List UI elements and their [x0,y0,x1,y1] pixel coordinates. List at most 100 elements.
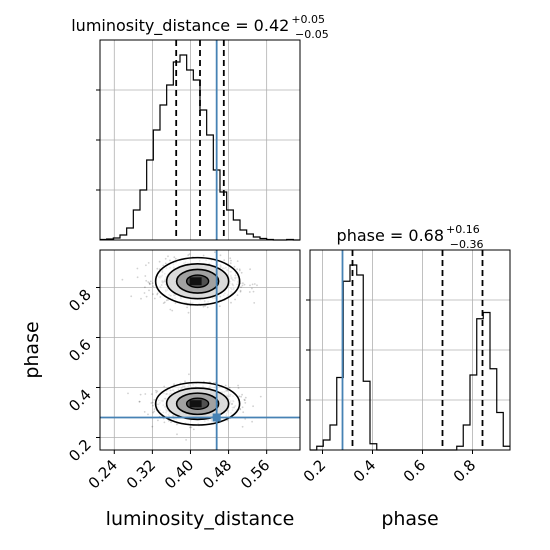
scatter-point [237,384,240,387]
contour-0-3 [185,397,210,411]
scatter-point [236,294,239,296]
scatter-point [145,279,148,282]
scatter-point [188,253,191,256]
scatter-point [202,254,205,257]
scatter-point [138,400,141,403]
scatter-point [233,265,236,268]
contour-0-2 [175,392,220,416]
scatter-point [188,373,190,376]
scatter-point [219,254,222,257]
scatter-point [241,406,244,409]
scatter-point [144,393,147,395]
scatter-point [156,267,159,270]
scatter-point [187,254,190,256]
scatter-point [251,283,254,286]
scatter-point [256,284,258,287]
scatter-point [176,433,178,436]
luminosity-distance-title-minus: −0.05 [295,28,329,41]
scatter-point [206,306,209,309]
scatter-point [214,251,216,254]
scatter-point [259,395,262,398]
scatter-point [248,291,251,293]
scatter-point [244,399,246,402]
scatter-point [153,297,156,300]
scatter-point [127,392,129,395]
scatter-point [153,408,156,411]
scatter-point [218,305,221,308]
scatter-point [242,411,245,414]
scatter-point [252,405,255,408]
scatter-point [185,439,188,441]
scatter-point [136,267,139,270]
scatter-point [145,295,148,298]
luminosity-distance-title: luminosity_distance = 0.42 +0.05 −0.05 [71,13,329,41]
scatter-point [156,390,159,393]
scatter-point [249,284,251,287]
luminosity-distance-histogram-panel: luminosity_distance = 0.42 +0.05 −0.05 [71,13,329,241]
scatter-point [244,396,247,399]
scatter-point [234,298,237,301]
scatter-point [152,404,154,407]
scatter-point [174,257,177,260]
scatter-point [173,256,176,259]
scatter-point [170,421,172,424]
phase-title-plus: +0.16 [446,223,480,236]
contour-1-1 [165,263,230,300]
scatter-point [184,380,186,383]
scatter-point [148,283,151,286]
scatter-point [151,425,154,428]
scatter-point [147,413,149,416]
scatter-point [153,410,156,413]
scatter-point [240,395,243,398]
scatter-point [224,384,227,387]
scatter-point [244,418,247,420]
scatter-point [174,302,177,304]
scatter-point [156,292,159,295]
scatter-point [145,264,147,267]
scatter-point [130,295,133,298]
scatter-point [148,289,150,292]
scatter-point [158,260,161,263]
scatter-point [238,268,241,271]
scatter-point [152,411,155,414]
scatter-point [136,276,139,279]
scatter-point [138,400,141,403]
scatter-point [252,290,255,293]
scatter-point [144,275,147,277]
scatter-point [163,385,166,388]
scatter-point [152,285,155,288]
contour-1-2 [175,268,220,294]
scatter-point [242,282,244,285]
y-axis-label-phase: phase [21,321,43,378]
scatter-point [226,419,229,422]
scatter-point [164,257,167,260]
scatter-point [152,293,154,295]
contour-1-3 [185,274,210,289]
scatter-point [253,302,256,304]
scatter-point [230,301,232,304]
scatter-point [167,298,170,301]
scatter-point [241,284,244,287]
scatter-point [143,292,146,294]
scatter-point [150,402,153,404]
joint-panel-frame [99,249,301,451]
scatter-point [163,421,166,424]
contour-1-0 [154,256,241,306]
x-axis-label-luminosity-distance: luminosity_distance [106,508,295,530]
scatter-point [192,428,195,431]
phase-title: phase = 0.68 +0.16 −0.36 [337,223,484,251]
scatter-point [121,278,124,281]
luminosity-distance-panel-frame [99,39,301,241]
scatter-point [153,399,156,401]
scatter-point [239,289,242,292]
scatter-point [249,268,252,271]
x-axis-label-phase: phase [381,508,438,530]
scatter-point [149,280,152,283]
scatter-point [143,411,146,413]
scatter-point [244,402,247,404]
scatter-point [173,383,176,386]
scatter-point [162,264,165,267]
scatter-point [238,395,241,398]
joint-truth-marker [212,413,221,422]
